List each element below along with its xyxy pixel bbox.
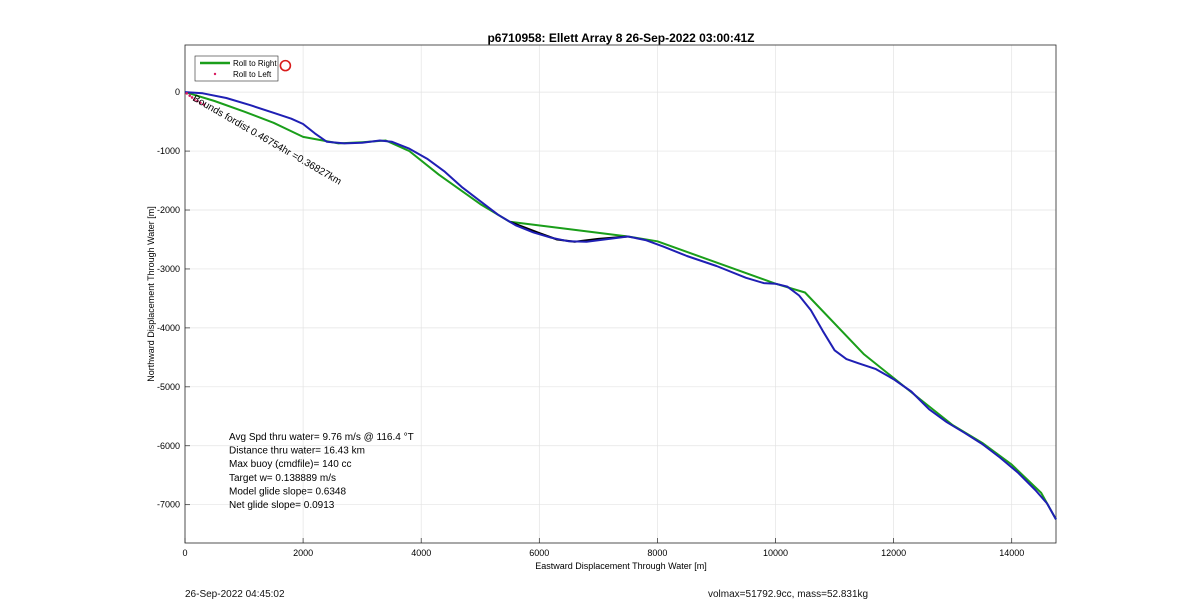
x-tick-label: 0	[182, 548, 187, 558]
y-tick-label: -5000	[157, 382, 180, 392]
grid-lines	[184, 45, 1056, 543]
x-tick-label: 4000	[411, 548, 431, 558]
y-tick-label: -3000	[157, 264, 180, 274]
legend: Roll to Right Roll to Left	[194, 55, 279, 82]
start-circle-marker	[279, 59, 292, 72]
roll-left-marker	[188, 94, 192, 97]
legend-marker-roll-left	[213, 72, 217, 76]
chart-title: p6710958: Ellett Array 8 26-Sep-2022 03:…	[487, 31, 754, 45]
markers-layer	[185, 59, 292, 106]
x-tick-label: 6000	[529, 548, 549, 558]
legend-label-roll-left: Roll to Left	[233, 70, 272, 79]
y-tick-label: -2000	[157, 205, 180, 215]
footer-timestamp: 26-Sep-2022 04:45:02	[185, 589, 285, 600]
stats-line: Target w= 0.138889 m/s	[229, 473, 336, 484]
x-tick-label: 8000	[647, 548, 667, 558]
stats-line: Avg Spd thru water= 9.76 m/s @ 116.4 °T	[229, 432, 414, 443]
footer-volmax-mass: volmax=51792.9cc, mass=52.831kg	[708, 589, 869, 600]
legend-box	[194, 55, 279, 82]
y-tick-label: -1000	[157, 146, 180, 156]
axis-ticks: 0 2000 4000 6000 8000 10000 12000 14000 0 -1000 -2…	[157, 87, 1024, 558]
roll-left-marker	[199, 101, 202, 105]
y-tick-label: -6000	[157, 441, 180, 451]
x-tick-label: 10000	[763, 548, 788, 558]
legend-label-roll-right: Roll to Right	[233, 59, 277, 68]
stats-line: Distance thru water= 16.43 km	[229, 446, 365, 457]
roll-left-marker	[196, 99, 199, 103]
series-layer	[184, 91, 1057, 520]
stats-line: Model glide slope= 0.6348	[229, 486, 346, 497]
y-axis-label: Northward Displacement Through Water [m]	[146, 206, 156, 382]
stats-line: Net glide slope= 0.0913	[229, 500, 335, 511]
x-tick-label: 12000	[881, 548, 906, 558]
y-tick-label: 0	[175, 87, 180, 97]
stats-text-block: Avg Spd thru water= 9.76 m/s @ 116.4 °T D…	[229, 432, 414, 511]
roll-left-marker	[202, 103, 206, 106]
y-tick-label: -7000	[157, 500, 180, 510]
roll-left-marker	[190, 96, 194, 99]
plot-area	[184, 44, 1057, 544]
stats-line: Max buoy (cmdfile)= 140 cc	[229, 459, 352, 470]
x-tick-label: 14000	[999, 548, 1024, 558]
x-axis-label: Eastward Displacement Through Water [m]	[535, 561, 707, 571]
x-tick-label: 2000	[293, 548, 313, 558]
roll-left-marker	[185, 92, 189, 95]
roll-left-marker	[193, 98, 196, 102]
y-tick-label: -4000	[157, 323, 180, 333]
series-blue-track	[184, 91, 1057, 520]
